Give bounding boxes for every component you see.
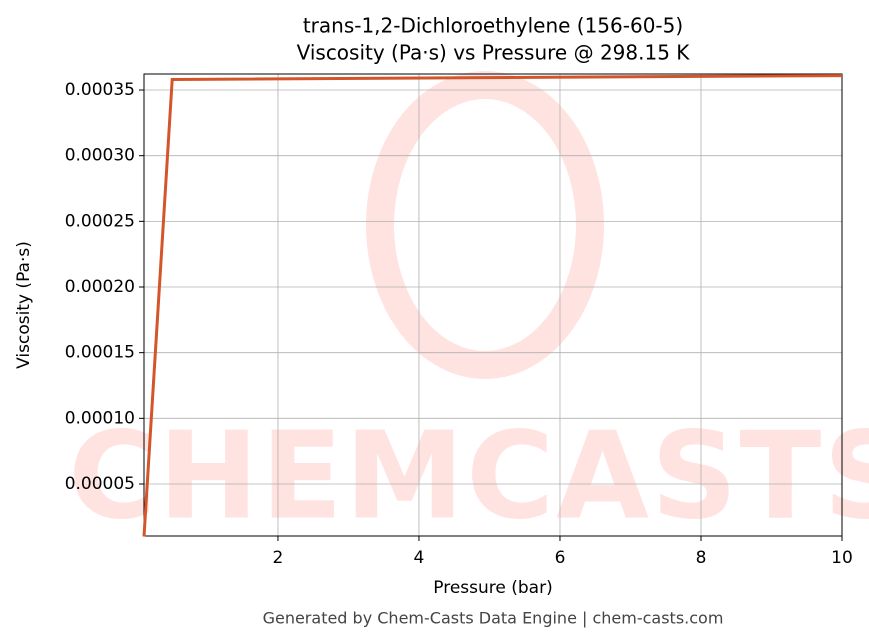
chart-subtitle: Viscosity (Pa·s) vs Pressure @ 298.15 K bbox=[297, 41, 691, 65]
x-axis-label: Pressure (bar) bbox=[433, 578, 552, 598]
y-tick-label: 0.00025 bbox=[65, 211, 135, 231]
y-tick-label: 0.00035 bbox=[65, 80, 135, 100]
y-tick-label: 0.00010 bbox=[65, 408, 135, 428]
x-tick-label: 8 bbox=[696, 548, 707, 568]
y-tick-label: 0.00020 bbox=[65, 277, 135, 297]
watermark-logo bbox=[366, 71, 604, 379]
x-tick-label: 2 bbox=[273, 548, 284, 568]
y-axis-label: Viscosity (Pa·s) bbox=[14, 241, 34, 369]
x-tick-label: 10 bbox=[831, 548, 853, 568]
x-tick-label: 4 bbox=[414, 548, 425, 568]
y-tick-label: 0.00030 bbox=[65, 146, 135, 166]
data-line bbox=[142, 74, 843, 537]
x-tick-label: 6 bbox=[555, 548, 566, 568]
footer: Generated by Chem-Casts Data Engine | ch… bbox=[263, 609, 724, 628]
plot-frame bbox=[143, 73, 843, 537]
chart-title: trans-1,2-Dichloroethylene (156-60-5) bbox=[303, 14, 683, 38]
watermark-text: CHEMCASTS bbox=[68, 408, 869, 547]
y-tick-label: 0.00015 bbox=[65, 343, 135, 363]
y-tick-label: 0.00005 bbox=[65, 474, 135, 494]
watermark: CHEMCASTS bbox=[68, 71, 869, 547]
